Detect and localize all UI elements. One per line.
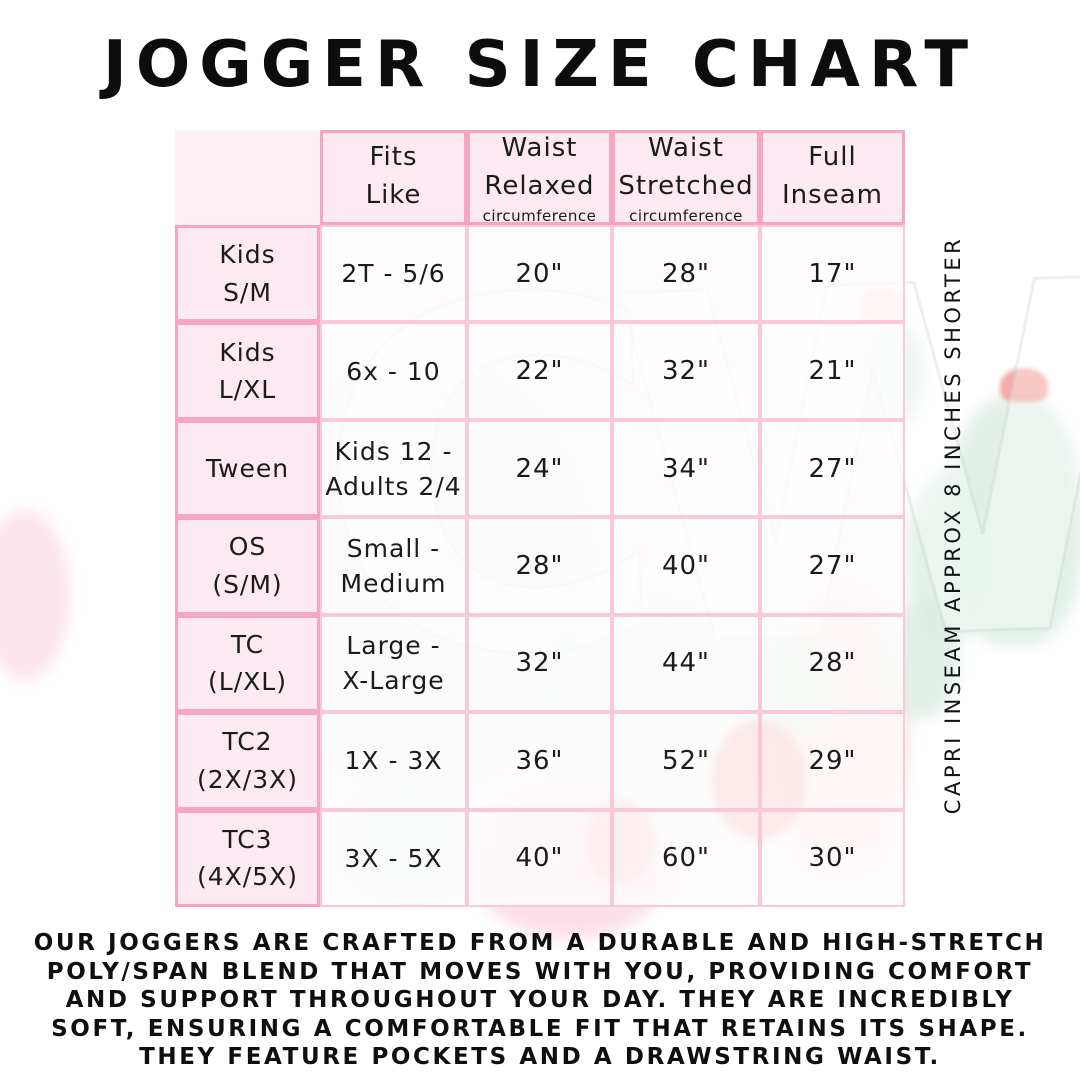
full-inseam-cell: 17" (760, 225, 905, 323)
waist-stretched-cell: 44" (612, 614, 760, 713)
waist-relaxed-cell: 22" (467, 322, 612, 420)
table-corner-empty (175, 130, 320, 225)
fits-like-cell: 2T - 5/6 (320, 225, 467, 323)
waist-relaxed-cell: 32" (467, 614, 612, 713)
waist-relaxed-cell: 36" (467, 712, 612, 810)
fits-like-cell: 1X - 3X (320, 712, 467, 810)
full-inseam-cell: 29" (760, 712, 905, 810)
waist-stretched-cell: 32" (612, 322, 760, 420)
header-full-inseam: Full Inseam (760, 130, 905, 225)
waist-relaxed-cell: 24" (467, 419, 612, 518)
header-waist-relaxed: Waist Relaxed circumference (467, 130, 612, 225)
fits-like-cell: Kids 12 - Adults 2/4 (320, 419, 467, 518)
capri-inseam-note: CAPRI INSEAM APPROX 8 INCHES SHORTER (941, 235, 965, 815)
waist-stretched-cell: 40" (612, 517, 760, 615)
waist-stretched-cell: 52" (612, 712, 760, 810)
product-description: OUR JOGGERS ARE CRAFTED FROM A DURABLE A… (33, 930, 1047, 1071)
full-inseam-cell: 30" (760, 809, 905, 907)
fits-like-cell: 6x - 10 (320, 322, 467, 420)
size-chart-table: Fits Like Waist Relaxed circumference Wa… (175, 130, 905, 907)
size-row-label: Kids L/XL (175, 322, 320, 420)
waist-relaxed-cell: 20" (467, 225, 612, 323)
cactus-flower-illustration (1000, 368, 1048, 402)
size-row-label: TC (L/XL) (175, 614, 320, 713)
full-inseam-cell: 28" (760, 614, 905, 713)
full-inseam-cell: 27" (760, 517, 905, 615)
full-inseam-cell: 27" (760, 419, 905, 518)
waist-stretched-cell: 28" (612, 225, 760, 323)
waist-relaxed-cell: 28" (467, 517, 612, 615)
fits-like-cell: Small - Medium (320, 517, 467, 615)
page-title: JOGGER SIZE CHART (103, 28, 977, 102)
fits-like-cell: Large - X-Large (320, 614, 467, 713)
fits-like-cell: 3X - 5X (320, 809, 467, 907)
waist-stretched-cell: 34" (612, 419, 760, 518)
watercolor-blob (0, 510, 70, 680)
size-row-label: TC2 (2X/3X) (175, 712, 320, 810)
size-row-label: Tween (175, 419, 320, 518)
waist-relaxed-cell: 40" (467, 809, 612, 907)
waist-stretched-cell: 60" (612, 809, 760, 907)
size-row-label: Kids S/M (175, 225, 320, 323)
size-row-label: TC3 (4X/5X) (175, 809, 320, 907)
size-row-label: OS (S/M) (175, 517, 320, 615)
full-inseam-cell: 21" (760, 322, 905, 420)
header-waist-stretched: Waist Stretched circumference (612, 130, 760, 225)
header-fits-like: Fits Like (320, 130, 467, 225)
